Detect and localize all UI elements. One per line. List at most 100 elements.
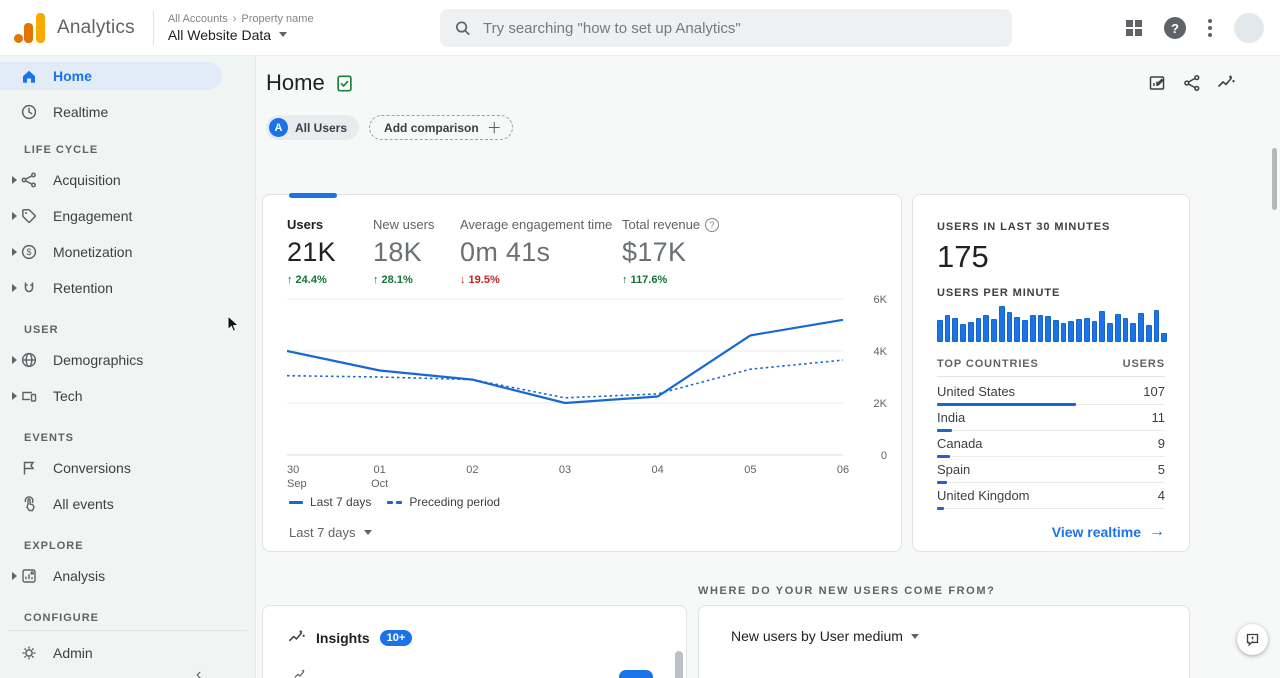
insight-item-badge — [619, 670, 653, 678]
report-check-icon[interactable] — [335, 74, 354, 93]
expand-arrow-icon[interactable] — [8, 392, 20, 400]
help-icon[interactable]: ? — [1164, 17, 1186, 39]
sidebar-item-label: Realtime — [53, 104, 109, 120]
comparison-avatar: A — [269, 118, 288, 137]
page-scrollbar[interactable] — [1272, 148, 1277, 210]
flag-icon — [20, 459, 38, 477]
breadcrumb[interactable]: All Accounts › Property name — [168, 13, 314, 25]
sidebar-item-label: Acquisition — [53, 172, 121, 188]
dashed-line-swatch — [387, 500, 403, 504]
sidebar-item-label: Monetization — [53, 244, 133, 260]
sidebar-item-conversions[interactable]: Conversions — [0, 450, 255, 486]
feedback-button[interactable] — [1237, 624, 1268, 655]
more-menu-icon[interactable] — [1208, 19, 1212, 37]
property-selector[interactable]: All Website Data — [168, 27, 314, 43]
sidebar-item-retention[interactable]: Retention — [0, 270, 255, 306]
metric-users[interactable]: Users 21K ↑ 24.4% — [287, 217, 336, 286]
avatar[interactable] — [1234, 13, 1264, 43]
country-row[interactable]: United Kingdom 4 — [937, 483, 1165, 510]
sidebar-item-label: Analysis — [53, 568, 106, 584]
metric-total-revenue[interactable]: Total revenue? $17K ↑ 117.6% — [622, 217, 782, 286]
account-context: All Accounts › Property name All Website… — [168, 13, 314, 43]
chevron-down-icon — [910, 633, 919, 639]
expand-arrow-icon[interactable] — [8, 248, 20, 256]
insights-spark-icon[interactable] — [1216, 73, 1236, 93]
insights-header: Insights 10+ — [287, 628, 413, 647]
country-row[interactable]: United States 107 — [937, 379, 1165, 406]
svg-text:Oct: Oct — [371, 478, 388, 490]
sidebar-divider — [8, 630, 247, 631]
gear-icon — [20, 644, 38, 662]
date-range-select[interactable]: Last 7 days — [289, 525, 372, 540]
search-bar[interactable] — [440, 9, 1012, 47]
sidebar-item-demographics[interactable]: Demographics — [0, 342, 255, 378]
users-line-chart[interactable]: 0 2K 4K 6K 30 Sep 01 Oct 02 03 04 05 06 — [287, 291, 897, 491]
svg-text:05: 05 — [744, 464, 756, 476]
add-comparison-button[interactable]: Add comparison ＋ — [369, 115, 513, 140]
expand-arrow-icon[interactable] — [8, 176, 20, 184]
svg-text:6K: 6K — [874, 294, 888, 306]
header-actions: ? — [1126, 0, 1264, 56]
insights-spark-icon — [288, 630, 305, 642]
apps-grid-icon[interactable] — [1126, 20, 1142, 36]
sidebar: Home Realtime LIFE CYCLE Acquisition Eng… — [0, 56, 256, 678]
sidebar-item-realtime[interactable]: Realtime — [0, 98, 255, 126]
expand-arrow-icon[interactable] — [8, 284, 20, 292]
help-icon[interactable]: ? — [705, 217, 720, 232]
sidebar-item-acquisition[interactable]: Acquisition — [0, 162, 255, 198]
sidebar-item-engagement[interactable]: Engagement — [0, 198, 255, 234]
sidebar-section-user: USER — [24, 324, 59, 336]
breadcrumb-account[interactable]: All Accounts — [167, 12, 228, 25]
country-row[interactable]: India 11 — [937, 405, 1165, 432]
realtime-card: USERS IN LAST 30 MINUTES 175 USERS PER M… — [912, 194, 1190, 552]
sidebar-item-admin[interactable]: Admin — [0, 635, 255, 671]
users-last-30-min-value: 175 — [937, 239, 989, 274]
legend-last-7-days: Last 7 days — [289, 495, 371, 509]
sidebar-item-monetization[interactable]: $ Monetization — [0, 234, 255, 270]
view-realtime-link[interactable]: View realtime → — [1051, 523, 1165, 540]
country-row[interactable]: Spain 5 — [937, 457, 1165, 484]
insights-scrollbar[interactable] — [675, 651, 683, 678]
search-input[interactable] — [483, 19, 998, 37]
sidebar-item-label: Retention — [53, 280, 113, 296]
sidebar-section-life-cycle: LIFE CYCLE — [24, 144, 99, 156]
sidebar-item-label: All events — [53, 496, 114, 512]
share-icon[interactable] — [1182, 73, 1202, 93]
new-users-dimension-select[interactable]: New users by User medium — [731, 628, 919, 644]
add-comparison-label: Add comparison — [384, 120, 479, 135]
sidebar-section-events: EVENTS — [24, 432, 75, 444]
insights-count-badge[interactable]: 10+ — [379, 629, 413, 646]
users-overview-card: Users 21K ↑ 24.4% New users 18K ↑ 28.1% … — [262, 193, 902, 552]
sidebar-item-home[interactable]: Home — [0, 62, 222, 90]
sidebar-item-label: Demographics — [53, 352, 144, 368]
insight-item-spark-icon — [294, 669, 305, 678]
users-per-minute-bar-chart[interactable] — [937, 306, 1168, 342]
country-bar — [937, 481, 948, 484]
expand-arrow-icon[interactable] — [8, 572, 20, 580]
insights-title: Insights — [316, 629, 370, 646]
metric-avg-engagement-time[interactable]: Average engagement time 0m 41s ↓ 19.5% — [460, 217, 613, 286]
all-users-chip[interactable]: A All Users — [266, 115, 360, 140]
sidebar-item-tech[interactable]: Tech — [0, 378, 255, 414]
expand-arrow-icon[interactable] — [8, 356, 20, 364]
customize-report-icon[interactable] — [1148, 73, 1168, 93]
selected-metric-indicator — [289, 193, 337, 198]
sidebar-item-label: Engagement — [53, 208, 133, 224]
chart-legend: Last 7 days Preceding period — [289, 495, 500, 509]
breadcrumb-property[interactable]: Property name — [241, 12, 314, 25]
sidebar-item-analysis[interactable]: Analysis — [0, 558, 255, 594]
collapse-sidebar-icon[interactable]: ‹ — [196, 666, 202, 678]
country-bar — [937, 507, 944, 510]
metric-new-users[interactable]: New users 18K ↑ 28.1% — [373, 217, 435, 286]
analytics-logo-icon — [14, 12, 48, 43]
analytics-logo[interactable]: Analytics — [14, 12, 135, 43]
top-countries-header: TOP COUNTRIES USERS — [937, 358, 1165, 377]
analysis-chart-icon — [20, 567, 38, 585]
country-row[interactable]: Canada 9 — [937, 431, 1165, 458]
expand-arrow-icon[interactable] — [8, 212, 20, 220]
country-bar — [937, 429, 952, 432]
search-icon — [455, 21, 470, 36]
header-divider — [152, 10, 154, 45]
sidebar-item-all-events[interactable]: All events — [0, 486, 255, 522]
